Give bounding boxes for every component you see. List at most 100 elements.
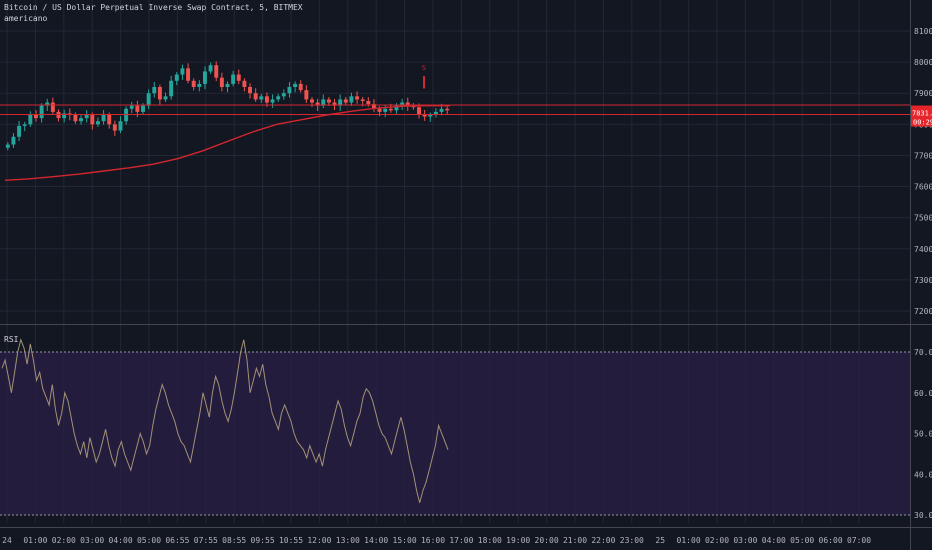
time-tick-label: 19:00	[506, 536, 530, 545]
indicator-name: americano	[4, 14, 48, 23]
candle-body	[208, 65, 213, 72]
time-tick-label: 01:00	[23, 536, 47, 545]
time-tick-label: 25	[655, 536, 665, 545]
candle-body	[338, 99, 343, 106]
last-price-badge	[911, 105, 932, 127]
candle-body	[163, 96, 168, 100]
time-tick-label: 16:00	[421, 536, 445, 545]
candle-body	[225, 83, 230, 87]
candle-body	[73, 115, 78, 122]
candle-body	[405, 102, 410, 106]
candle-body	[45, 102, 50, 106]
time-tick-label: 12:00	[307, 536, 331, 545]
time-tick-label: 23:00	[620, 536, 644, 545]
candle-body	[248, 87, 253, 94]
candle-body	[5, 144, 10, 148]
rsi-panel	[1, 338, 449, 503]
candle-body	[321, 99, 326, 106]
candle-body	[326, 99, 331, 103]
candle-body	[422, 115, 427, 117]
candle-body	[383, 108, 388, 112]
time-tick-label: 15:00	[393, 536, 417, 545]
time-tick-label: 04:00	[762, 536, 786, 545]
candle-body	[394, 105, 399, 111]
candle-body	[287, 87, 292, 94]
candle-body	[264, 96, 269, 103]
overlays: S	[0, 64, 910, 181]
time-tick-label: 14:00	[364, 536, 388, 545]
candle-body	[112, 124, 117, 131]
candle-body	[186, 68, 191, 81]
candle-body	[197, 83, 202, 87]
candle-body	[129, 105, 134, 109]
countdown-label: 00:29	[913, 119, 932, 127]
time-tick-label: 13:00	[336, 536, 360, 545]
candle-body	[214, 65, 219, 78]
price-tick-label: 7400.0	[914, 245, 932, 254]
candle-body	[360, 99, 365, 101]
candle-body	[371, 104, 376, 109]
time-tick-label: 02:00	[52, 536, 76, 545]
time-tick-label: 05:00	[137, 536, 161, 545]
price-tick-label: 7600.0	[914, 183, 932, 192]
candle-body	[428, 115, 433, 117]
time-tick-label: 21:00	[563, 536, 587, 545]
candle-body	[293, 83, 298, 87]
candle-body	[388, 108, 393, 111]
time-tick-label: 06:00	[819, 536, 843, 545]
candle-body	[343, 99, 348, 103]
candle-body	[259, 96, 264, 100]
candle-body	[298, 83, 303, 91]
candle-body	[304, 90, 309, 100]
price-tick-label: 7500.0	[914, 214, 932, 223]
candle-body	[107, 115, 112, 125]
candle-body	[39, 105, 44, 119]
candle-body	[101, 115, 106, 122]
candle-body	[433, 111, 438, 115]
candle-body	[135, 105, 140, 112]
price-tick-label: 7200.0	[914, 307, 932, 316]
price-tick-label: 7900.0	[914, 89, 932, 98]
candle-body	[95, 121, 100, 125]
candle-body	[276, 96, 281, 100]
candle-body	[445, 108, 450, 111]
candle-body	[355, 96, 360, 100]
candles	[5, 61, 450, 151]
rsi-tick-label: 30.0000	[914, 511, 932, 520]
moving-average-line	[4, 104, 450, 181]
candle-body	[79, 118, 84, 122]
time-tick-label: 10:55	[279, 536, 303, 545]
candle-body	[417, 107, 421, 115]
price-tick-label: 8000.0	[914, 58, 932, 67]
rsi-tick-label: 60.0000	[914, 389, 932, 398]
rsi-tick-label: 70.0000	[914, 348, 932, 357]
candle-body	[146, 93, 151, 106]
candle-body	[377, 108, 382, 112]
price-tick-label: 7300.0	[914, 276, 932, 285]
candle-body	[253, 93, 258, 100]
time-tick-label: 02:00	[705, 536, 729, 545]
candle-body	[315, 102, 320, 106]
time-tick-label: 08:55	[222, 536, 246, 545]
candle-body	[332, 102, 337, 106]
rsi-band-fill	[0, 352, 910, 515]
candle-body	[157, 87, 162, 100]
chart-title: Bitcoin / US Dollar Perpetual Inverse Sw…	[4, 3, 303, 12]
time-tick-label: 06:55	[165, 536, 189, 545]
time-tick-label: 01:00	[677, 536, 701, 545]
candle-body	[22, 124, 27, 126]
candle-body	[366, 101, 371, 105]
candle-body	[202, 71, 207, 84]
candle-body	[219, 77, 224, 87]
candle-body	[236, 74, 241, 81]
candle-body	[34, 115, 38, 119]
rsi-line	[1, 338, 449, 503]
candle-body	[439, 108, 444, 112]
time-tick-label: 04:00	[109, 536, 133, 545]
time-tick-label: 09:55	[251, 536, 275, 545]
rsi-tick-label: 40.0000	[914, 470, 932, 479]
candle-body	[17, 125, 22, 137]
last-price-label: 7831.5	[912, 110, 932, 118]
